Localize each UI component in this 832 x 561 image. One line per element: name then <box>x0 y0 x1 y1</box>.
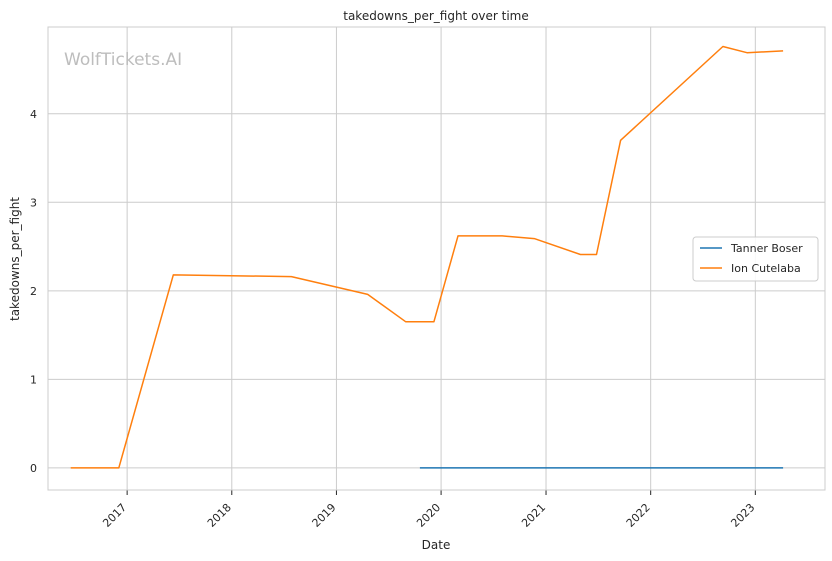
x-tick-labels: 2017 2018 2019 2020 2021 2022 2023 <box>100 501 757 530</box>
x-tick-label: 2023 <box>728 501 757 530</box>
watermark: WolfTickets.AI <box>64 50 182 70</box>
legend-label-tanner-boser: Tanner Boser <box>730 242 803 255</box>
x-tick-label: 2020 <box>414 501 443 530</box>
series-line-ion-cutelaba <box>70 45 784 469</box>
y-axis-label: takedowns_per_fight <box>8 197 22 321</box>
y-tick-label: 3 <box>30 196 37 209</box>
x-tick-label: 2021 <box>519 501 548 530</box>
x-axis-label: Date <box>422 538 451 552</box>
y-tick-labels: 0 1 2 3 4 <box>30 108 37 475</box>
y-tick-label: 1 <box>30 373 37 386</box>
legend-box <box>692 236 819 282</box>
legend-label-ion-cutelaba: Ion Cutelaba <box>731 262 801 275</box>
series-layer <box>70 45 784 469</box>
x-tick-label: 2019 <box>310 501 339 530</box>
x-tick-label: 2022 <box>624 501 653 530</box>
plot-frame <box>47 26 826 491</box>
y-tick-label: 0 <box>30 462 37 475</box>
x-tick-label: 2018 <box>205 501 234 530</box>
y-tick-label: 2 <box>30 285 37 298</box>
chart-title: takedowns_per_fight over time <box>343 9 529 23</box>
legend: Tanner Boser Ion Cutelaba <box>692 236 819 282</box>
x-tick-label: 2017 <box>100 501 129 530</box>
y-tick-label: 4 <box>30 108 37 121</box>
